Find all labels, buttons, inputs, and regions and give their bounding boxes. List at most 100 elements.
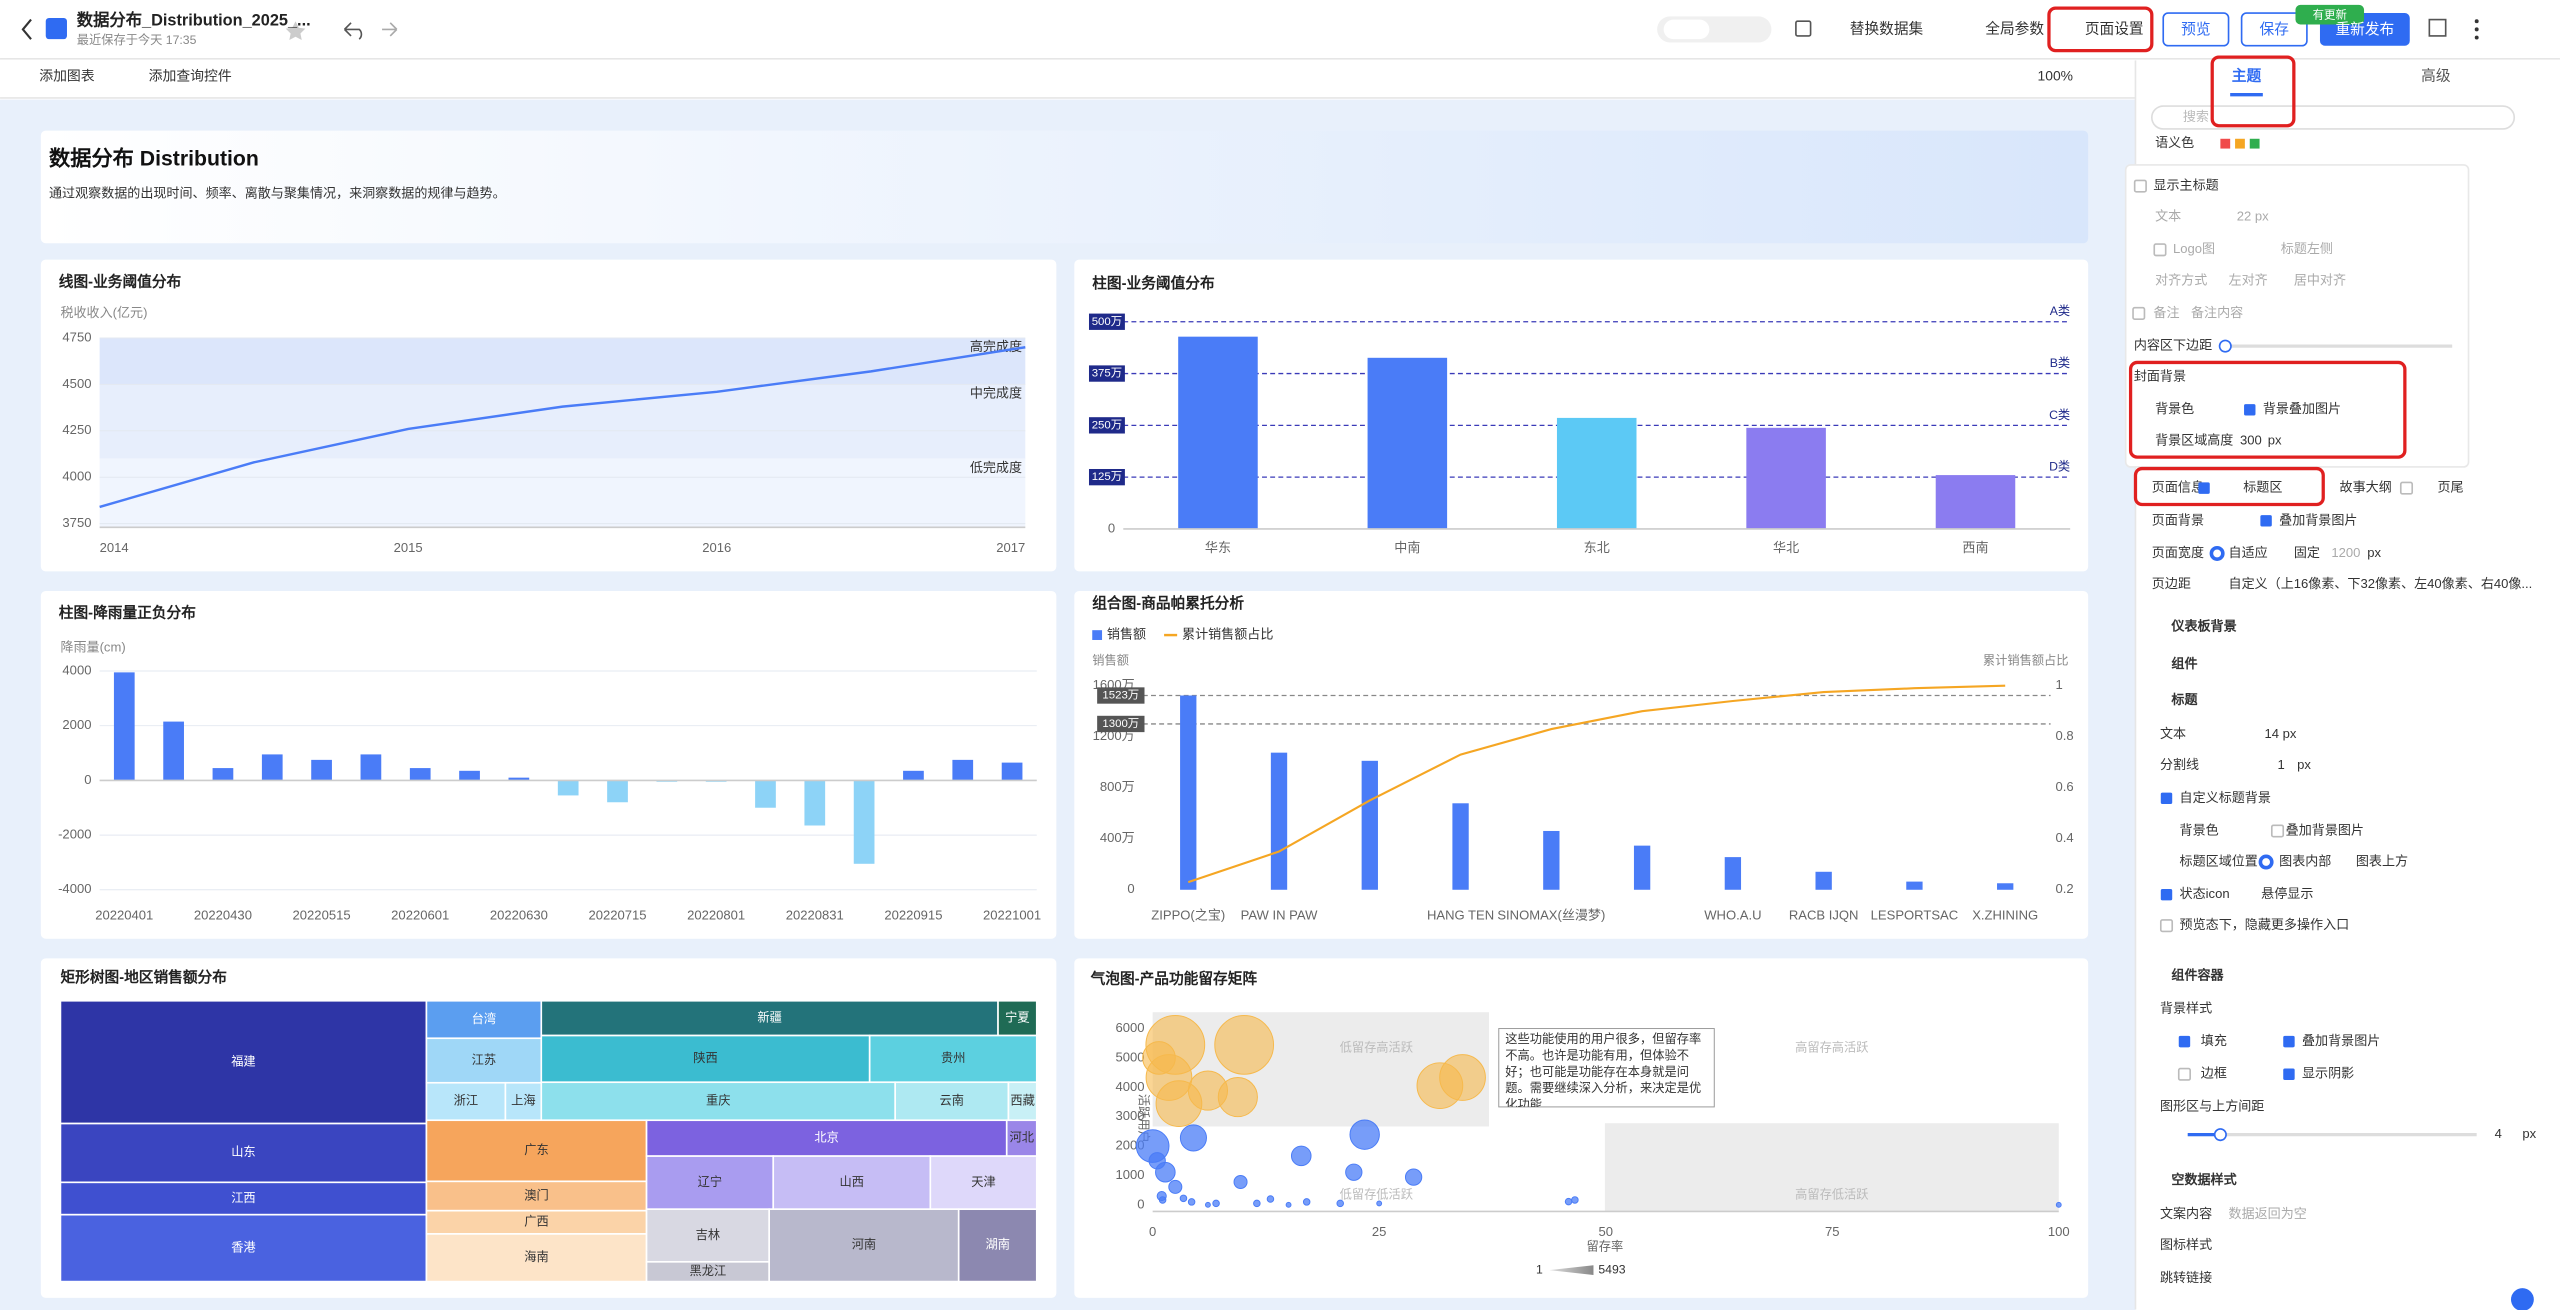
panel-label: 背景区域高度 <box>2155 432 2233 447</box>
zoom[interactable]: 100% <box>2038 67 2073 83</box>
tick-label: 0 <box>1108 520 1115 535</box>
tick-label: 20220515 <box>293 907 351 922</box>
treemap-cell <box>929 1155 1038 1211</box>
toolbar-action[interactable]: 全局参数 <box>1985 19 2044 37</box>
panel-label: 自定义标题背景 <box>2180 790 2271 805</box>
checkbox[interactable] <box>2159 919 2174 933</box>
treemap-cell <box>59 999 428 1125</box>
treemap-label: 辽宁 <box>698 1174 722 1189</box>
tick-label: PAW IN PAW <box>1241 907 1319 922</box>
panel-label: 填充 <box>2201 1033 2227 1048</box>
checkbox-checked[interactable] <box>2260 515 2272 527</box>
bar <box>212 768 234 781</box>
tick-label: 20220401 <box>95 907 153 922</box>
checkbox-checked[interactable] <box>2244 404 2256 416</box>
treemap-label: 陕西 <box>693 1050 717 1065</box>
reference-tag <box>1097 715 1145 733</box>
checkbox-checked[interactable] <box>2160 888 2173 901</box>
treemap-label: 云南 <box>940 1092 964 1107</box>
toolbar-action[interactable]: 替换数据集 <box>1850 20 1924 37</box>
bar <box>1906 881 1923 890</box>
treemap-label: 西藏 <box>1010 1093 1034 1107</box>
add-query[interactable]: 添加查询控件 <box>149 67 232 83</box>
highlight <box>2210 55 2296 128</box>
chart-title: 柱图-降雨量正负分布 <box>59 604 196 622</box>
panel-label: 页面信息 <box>2152 480 2204 495</box>
toolbar-action[interactable]: 页面设置 <box>2085 20 2144 37</box>
bubble <box>1233 1174 1248 1190</box>
reference-label: 250万 <box>1092 419 1122 431</box>
bubble <box>1345 1163 1363 1181</box>
panel-label: 文本 <box>2155 209 2181 224</box>
help-button[interactable] <box>2510 1288 2534 1310</box>
panel-label: 文案内容 <box>2160 1206 2212 1221</box>
undo[interactable] <box>343 22 363 40</box>
band <box>99 384 1026 459</box>
tick-label: 东北 <box>1584 540 1610 555</box>
bubble <box>1179 1194 1188 1203</box>
page-title: 数据分布 Distribution <box>49 146 259 171</box>
reference-label: 500万 <box>1092 316 1122 328</box>
tick-label: ZIPPO(之宝) <box>1151 907 1225 922</box>
tick-label: 100 <box>2048 1224 2070 1239</box>
band-label: 低完成度 <box>970 460 1022 475</box>
panel-label: 仪表板背景 <box>2170 618 2236 633</box>
more <box>2474 27 2479 32</box>
legend-label: 销售额 <box>1107 627 1146 642</box>
bubble <box>1155 1080 1203 1127</box>
lock[interactable] <box>1795 20 1812 37</box>
star[interactable] <box>285 21 306 40</box>
search-box[interactable] <box>2150 105 2516 130</box>
panel-label: 背景样式 <box>2160 1000 2212 1015</box>
checkbox-checked[interactable] <box>2178 1035 2191 1048</box>
tab[interactable]: 高级 <box>2421 68 2451 85</box>
checkbox-checked[interactable] <box>2283 1035 2295 1048</box>
save-button[interactable] <box>2240 12 2308 47</box>
preview-button[interactable] <box>2162 12 2230 47</box>
checkbox[interactable] <box>2133 179 2147 193</box>
radio-checked[interactable] <box>2209 545 2225 561</box>
bar <box>1180 695 1197 890</box>
checkbox[interactable] <box>2153 243 2167 257</box>
reference-label: 1523万 <box>1102 690 1139 702</box>
treemap-label: 广西 <box>524 1215 548 1229</box>
checkbox[interactable] <box>2270 824 2285 838</box>
tick-label: 0.4 <box>2055 830 2073 845</box>
share[interactable] <box>2428 18 2447 37</box>
checkbox-checked[interactable] <box>2160 792 2173 805</box>
tick-label: 75 <box>1825 1224 1840 1239</box>
axis-label: 留存率 <box>1587 1239 1624 1254</box>
bar <box>1270 752 1288 890</box>
checkbox[interactable] <box>2399 481 2414 495</box>
chart-title: 气泡图-产品功能留存矩阵 <box>1090 969 1258 987</box>
checkbox-checked[interactable] <box>2283 1068 2295 1080</box>
bar <box>163 721 184 781</box>
panel-label: 状态icon <box>2180 886 2230 901</box>
tab[interactable]: 主题 <box>2232 67 2262 85</box>
checkbox[interactable] <box>2177 1067 2191 1081</box>
chart-title: 柱图-业务阈值分布 <box>1092 274 1215 292</box>
quadrant-label: 高留存低活跃 <box>1795 1186 1868 1201</box>
tick-label: 4500 <box>62 376 91 391</box>
card <box>1074 591 2089 939</box>
redo[interactable] <box>382 22 398 37</box>
bubble <box>1179 1124 1207 1152</box>
tick-label: 3000 <box>1115 1108 1144 1123</box>
bar <box>113 672 135 781</box>
treemap-label: 广东 <box>524 1143 548 1157</box>
tick-label: WHO.A.U <box>1704 907 1761 922</box>
slider-handle[interactable] <box>2213 1128 2227 1142</box>
bar <box>508 777 530 781</box>
panel-label: 图表上方 <box>2356 853 2408 868</box>
checkbox[interactable] <box>2132 306 2146 320</box>
more[interactable] <box>2474 19 2479 24</box>
back-button[interactable] <box>21 18 32 40</box>
tick-label: 0.2 <box>2055 881 2073 896</box>
slider-handle[interactable] <box>2218 339 2232 353</box>
radio-checked[interactable] <box>2258 854 2274 870</box>
desktop[interactable] <box>1663 19 1710 40</box>
bar <box>1746 427 1826 529</box>
bar <box>1556 417 1637 529</box>
checkbox-checked[interactable] <box>2198 482 2210 494</box>
add-chart[interactable]: 添加图表 <box>39 67 95 83</box>
